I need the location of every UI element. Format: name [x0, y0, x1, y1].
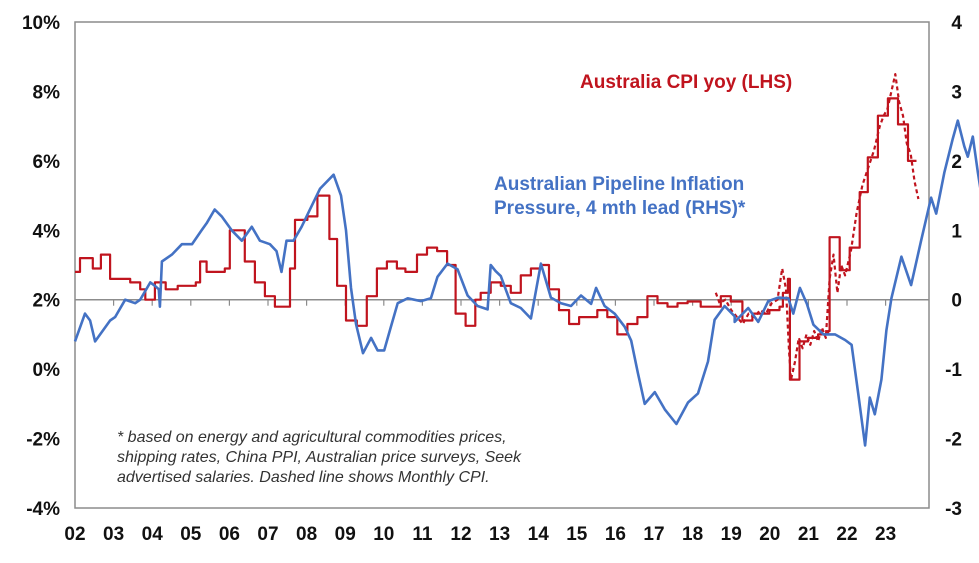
x-tick-label: 08 — [296, 524, 317, 545]
x-tick-label: 21 — [798, 524, 820, 545]
series-line-0 — [75, 97, 917, 381]
y-left-tick-label: 4% — [33, 221, 61, 242]
x-tick-label: 02 — [64, 524, 85, 545]
y-axis-right: 4 3 2 1 0 -1 -2 -3 — [945, 13, 962, 520]
x-tick-label: 10 — [373, 524, 394, 545]
y-left-tick-label: 6% — [33, 152, 61, 173]
footnote-line-2: shipping rates, China PPI, Australian pr… — [117, 449, 522, 466]
y-right-tick-label: 1 — [951, 221, 962, 242]
x-axis: 02 03 04 05 06 07 08 09 10 11 12 13 14 15 16 17 18 19 20 21… — [64, 299, 896, 545]
x-tick-label: 14 — [528, 524, 550, 545]
y-left-tick-label: 2% — [33, 291, 61, 312]
x-tick-label: 23 — [875, 524, 896, 545]
x-tick-label: 19 — [721, 524, 742, 545]
y-right-tick-label: 0 — [951, 291, 962, 312]
y-right-tick-label: -2 — [945, 430, 962, 451]
x-tick-label: 13 — [489, 524, 510, 545]
y-right-tick-label: -1 — [945, 360, 962, 381]
x-tick-label: 07 — [257, 524, 278, 545]
x-tick-label: 06 — [219, 524, 240, 545]
x-tick-label: 22 — [836, 524, 857, 545]
x-tick-label: 11 — [412, 524, 433, 545]
y-right-tick-label: 3 — [951, 82, 962, 103]
annotation-pipeline-line2: Pressure, 4 mth lead (RHS)* — [494, 198, 746, 219]
y-right-tick-label: -3 — [945, 499, 962, 520]
series-line-2 — [73, 119, 979, 447]
annotation-pipeline-line1: Australian Pipeline Inflation — [494, 174, 744, 195]
y-left-tick-label: -2% — [26, 430, 60, 451]
plot-area — [74, 21, 930, 509]
x-tick-label: 15 — [566, 524, 588, 545]
x-tick-label: 04 — [142, 524, 164, 545]
series-line-1 — [714, 73, 920, 381]
series-layer — [73, 73, 979, 447]
x-tick-label: 03 — [103, 524, 124, 545]
x-tick-label: 17 — [643, 524, 664, 545]
x-tick-label: 12 — [450, 524, 471, 545]
x-tick-label: 09 — [335, 524, 356, 545]
y-right-tick-label: 4 — [951, 13, 962, 34]
y-left-tick-label: 8% — [33, 82, 61, 103]
footnote-line-1: * based on energy and agricultural commo… — [117, 429, 507, 446]
x-tick-label: 20 — [759, 524, 780, 545]
y-left-tick-label: 10% — [22, 13, 60, 34]
y-axis-left: 10% 8% 6% 4% 2% 0% -2% -4% — [22, 13, 60, 520]
x-tick-label: 18 — [682, 524, 703, 545]
y-left-tick-label: -4% — [26, 499, 60, 520]
y-right-tick-label: 2 — [951, 152, 962, 173]
footnote-line-3: advertised salaries. Dashed line shows M… — [117, 469, 490, 486]
x-tick-label: 16 — [605, 524, 626, 545]
x-tick-label: 05 — [180, 524, 202, 545]
y-left-tick-label: 0% — [33, 360, 61, 381]
annotation-cpi: Australia CPI yoy (LHS) — [580, 72, 792, 93]
